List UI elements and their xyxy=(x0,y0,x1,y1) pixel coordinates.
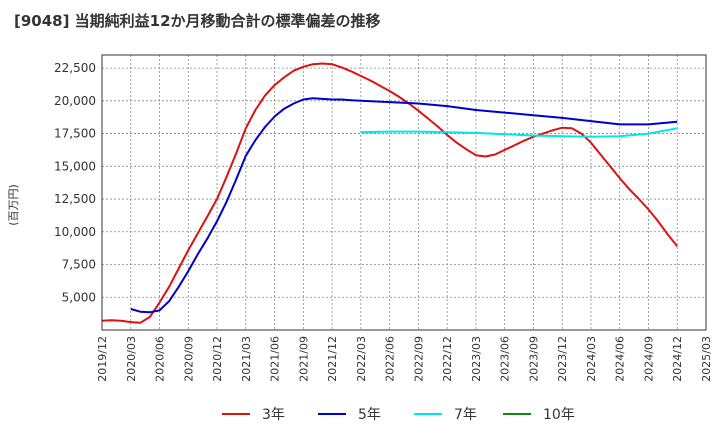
series-line-1 xyxy=(130,97,678,314)
x-tick-label: 2021/12 xyxy=(326,336,339,382)
legend-label-2: 7年 xyxy=(454,407,477,423)
x-tick-label: 2025/03 xyxy=(700,336,713,382)
y-tick-label: 7,500 xyxy=(62,258,96,272)
y-tick-label: 12,500 xyxy=(54,192,96,206)
x-tick-label: 2022/09 xyxy=(412,336,425,382)
legend: 3年 5年 7年 10年 xyxy=(222,407,575,423)
y-tick-label: 15,000 xyxy=(54,159,96,173)
x-axis-ticks: 2019/12 2020/03 2020/06 2020/09 2020/12 2021/… xyxy=(96,336,713,382)
x-tick-label: 2023/03 xyxy=(470,336,483,382)
series-layer xyxy=(101,62,678,324)
legend-label-1: 5年 xyxy=(358,407,381,423)
y-tick-label: 20,000 xyxy=(54,94,96,108)
y-axis-label: (百万円) xyxy=(7,184,20,226)
x-tick-label: 2024/12 xyxy=(671,336,684,382)
x-tick-label: 2022/03 xyxy=(355,336,368,382)
x-tick-label: 2020/09 xyxy=(182,336,195,382)
x-tick-label: 2019/12 xyxy=(96,336,109,382)
y-tick-label: 10,000 xyxy=(54,225,96,239)
series-line-0 xyxy=(101,62,678,324)
y-tick-label: 22,500 xyxy=(54,61,96,75)
x-tick-label: 2024/09 xyxy=(642,336,655,382)
x-tick-label: 2024/06 xyxy=(614,336,627,382)
y-tick-label: 5,000 xyxy=(62,290,96,304)
x-tick-label: 2020/06 xyxy=(154,336,167,382)
x-tick-label: 2021/03 xyxy=(240,336,253,382)
x-tick-label: 2022/06 xyxy=(384,336,397,382)
series-line-2 xyxy=(360,127,678,138)
plot-background xyxy=(102,55,706,330)
x-tick-label: 2023/12 xyxy=(556,336,569,382)
legend-label-3: 10年 xyxy=(543,407,575,423)
grid-lines xyxy=(102,55,706,330)
x-tick-label: 2024/03 xyxy=(585,336,598,382)
x-tick-label: 2022/12 xyxy=(441,336,454,382)
x-tick-label: 2021/06 xyxy=(269,336,282,382)
x-tick-label: 2023/09 xyxy=(527,336,540,382)
chart-title: [9048] 当期純利益12か月移動合計の標準偏差の推移 xyxy=(14,12,381,30)
y-tick-label: 17,500 xyxy=(54,127,96,141)
y-axis-ticks: 5,000 7,500 10,000 12,500 15,000 17,500 20,000… xyxy=(54,61,96,304)
x-tick-label: 2020/03 xyxy=(125,336,138,382)
x-tick-label: 2023/06 xyxy=(499,336,512,382)
x-tick-label: 2020/12 xyxy=(211,336,224,382)
plot-frame xyxy=(101,54,707,331)
x-tick-label: 2021/09 xyxy=(297,336,310,382)
legend-label-0: 3年 xyxy=(262,407,285,423)
